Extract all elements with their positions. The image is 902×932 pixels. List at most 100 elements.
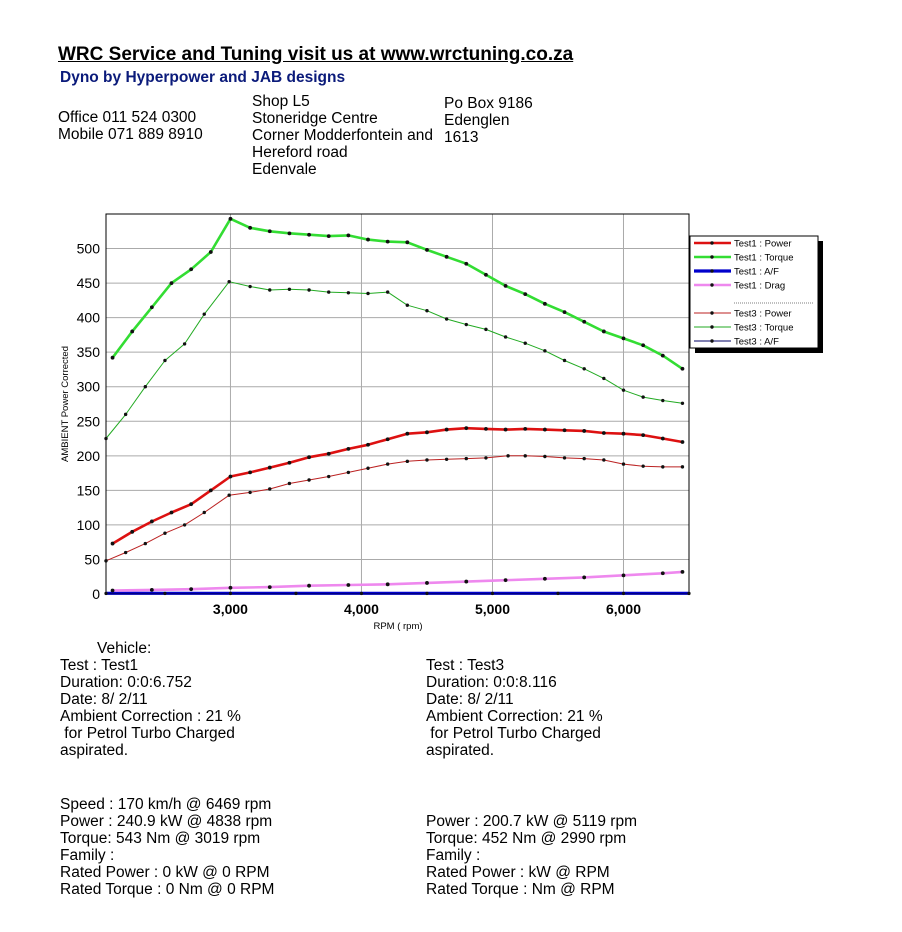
data-point	[149, 305, 154, 310]
data-point	[248, 225, 253, 230]
data-point	[602, 376, 606, 381]
data-point	[182, 342, 187, 346]
data-point	[104, 592, 108, 596]
test3-fuel: for Petrol Turbo Charged	[426, 725, 601, 742]
postal-line: 1613	[444, 129, 479, 146]
test3-family: Family :	[426, 847, 481, 864]
test1-info: Vehicle: Test : Test1 Duration: 0:0:6.75…	[60, 640, 241, 759]
legend-label: Test3 : Power	[734, 309, 792, 320]
data-point	[346, 470, 351, 475]
data-point	[660, 353, 665, 358]
report-subtitle: Dyno by Hyperpower and JAB designs	[60, 69, 346, 86]
data-point	[346, 291, 351, 295]
data-point	[268, 487, 272, 491]
data-point	[123, 412, 128, 417]
legend-label: Test1 : Drag	[734, 281, 785, 292]
data-point	[208, 488, 213, 493]
data-point	[464, 261, 469, 266]
data-point	[327, 290, 331, 294]
data-point	[326, 451, 331, 456]
data-point	[680, 440, 685, 444]
legend-item-t1: Test1 : Torque	[694, 253, 794, 264]
data-point	[385, 437, 390, 442]
legend-item-t3: Test3 : Torque	[694, 323, 794, 334]
dyno-chart: 0 50 100 150 200 250 300 350 400 450 500 3,000 4,00…	[60, 213, 823, 632]
data-point	[503, 578, 508, 583]
data-point	[248, 490, 252, 495]
y-tick-label: 0	[92, 586, 100, 602]
data-point	[405, 303, 410, 307]
test3-duration: Duration: 0:0:8.116	[426, 674, 557, 691]
data-point	[543, 454, 547, 459]
y-tick-label: 100	[77, 517, 101, 533]
data-point	[523, 454, 527, 458]
vehicle-label: Vehicle:	[97, 640, 152, 657]
data-point	[660, 436, 665, 441]
test1-date: Date: 8/ 2/11	[60, 691, 148, 708]
legend-marker	[710, 283, 714, 287]
test3-aspiration: aspirated.	[426, 742, 495, 759]
data-point	[542, 576, 547, 581]
test3-info: Test : Test3 Duration: 0:0:8.116 Date: 8…	[426, 657, 603, 759]
chart-grid	[106, 214, 689, 595]
data-point	[143, 385, 148, 389]
data-point	[228, 592, 232, 596]
address-line: Stoneridge Centre	[252, 110, 378, 127]
data-point	[267, 229, 272, 234]
data-point	[484, 327, 488, 332]
data-point	[582, 367, 586, 371]
data-point	[464, 579, 469, 584]
x-tick-label: 3,000	[213, 601, 248, 617]
test3-results: Power : 200.7 kW @ 5119 rpm Torque: 452 …	[426, 813, 637, 898]
data-point	[202, 312, 206, 316]
data-point	[425, 430, 429, 435]
report-title: WRC Service and Tuning visit us at www.w…	[58, 44, 574, 65]
data-point	[359, 592, 363, 596]
series-line-t1	[111, 217, 684, 370]
data-point	[582, 456, 586, 461]
test3-torque: Torque: 452 Nm @ 2990 rpm	[426, 830, 627, 847]
test1-family: Family :	[60, 847, 115, 864]
data-point	[621, 388, 626, 392]
y-tick-label: 400	[77, 310, 101, 326]
data-point	[601, 431, 606, 435]
data-point	[661, 398, 665, 403]
data-point	[484, 426, 488, 431]
data-point	[110, 588, 115, 593]
data-point	[641, 343, 646, 348]
series-t1	[110, 216, 685, 371]
address-line: Corner Modderfontein and	[252, 127, 433, 144]
address-line: Edenvale	[252, 161, 317, 178]
y-tick-label: 300	[77, 379, 101, 395]
data-point	[163, 531, 167, 535]
address-block: Shop L5 Stoneridge Centre Corner Modderf…	[252, 93, 433, 178]
data-point	[680, 401, 685, 406]
test3-rated-torque: Rated Torque : Nm @ RPM	[426, 881, 615, 898]
test1-duration: Duration: 0:0:6.752	[60, 674, 192, 691]
data-point	[425, 592, 429, 596]
data-point	[425, 581, 429, 585]
x-tick-label: 5,000	[475, 601, 510, 617]
legend-marker	[710, 269, 714, 273]
data-point	[503, 335, 508, 339]
test1-aspiration: aspirated.	[60, 742, 129, 759]
series-af3	[104, 592, 691, 596]
data-point	[228, 585, 233, 590]
data-point	[307, 583, 311, 588]
data-point	[660, 571, 665, 576]
y-tick-labels: 0 50 100 150 200 250 300 350 400 450 500	[77, 241, 101, 602]
data-point	[208, 250, 213, 254]
data-point	[110, 355, 115, 360]
y-tick-label: 450	[77, 275, 101, 291]
data-point	[425, 248, 429, 252]
test3-rated-power: Rated Power : kW @ RPM	[426, 864, 610, 881]
data-point	[268, 288, 272, 292]
address-line: Shop L5	[252, 93, 310, 110]
postal-line: Edenglen	[444, 112, 510, 129]
mobile-phone: Mobile 071 889 8910	[58, 126, 203, 143]
test1-torque: Torque: 543 Nm @ 3019 rpm	[60, 830, 261, 847]
data-point	[346, 233, 351, 238]
data-point	[621, 336, 626, 341]
data-point	[189, 587, 194, 592]
test1-name: Test : Test1	[60, 657, 139, 674]
